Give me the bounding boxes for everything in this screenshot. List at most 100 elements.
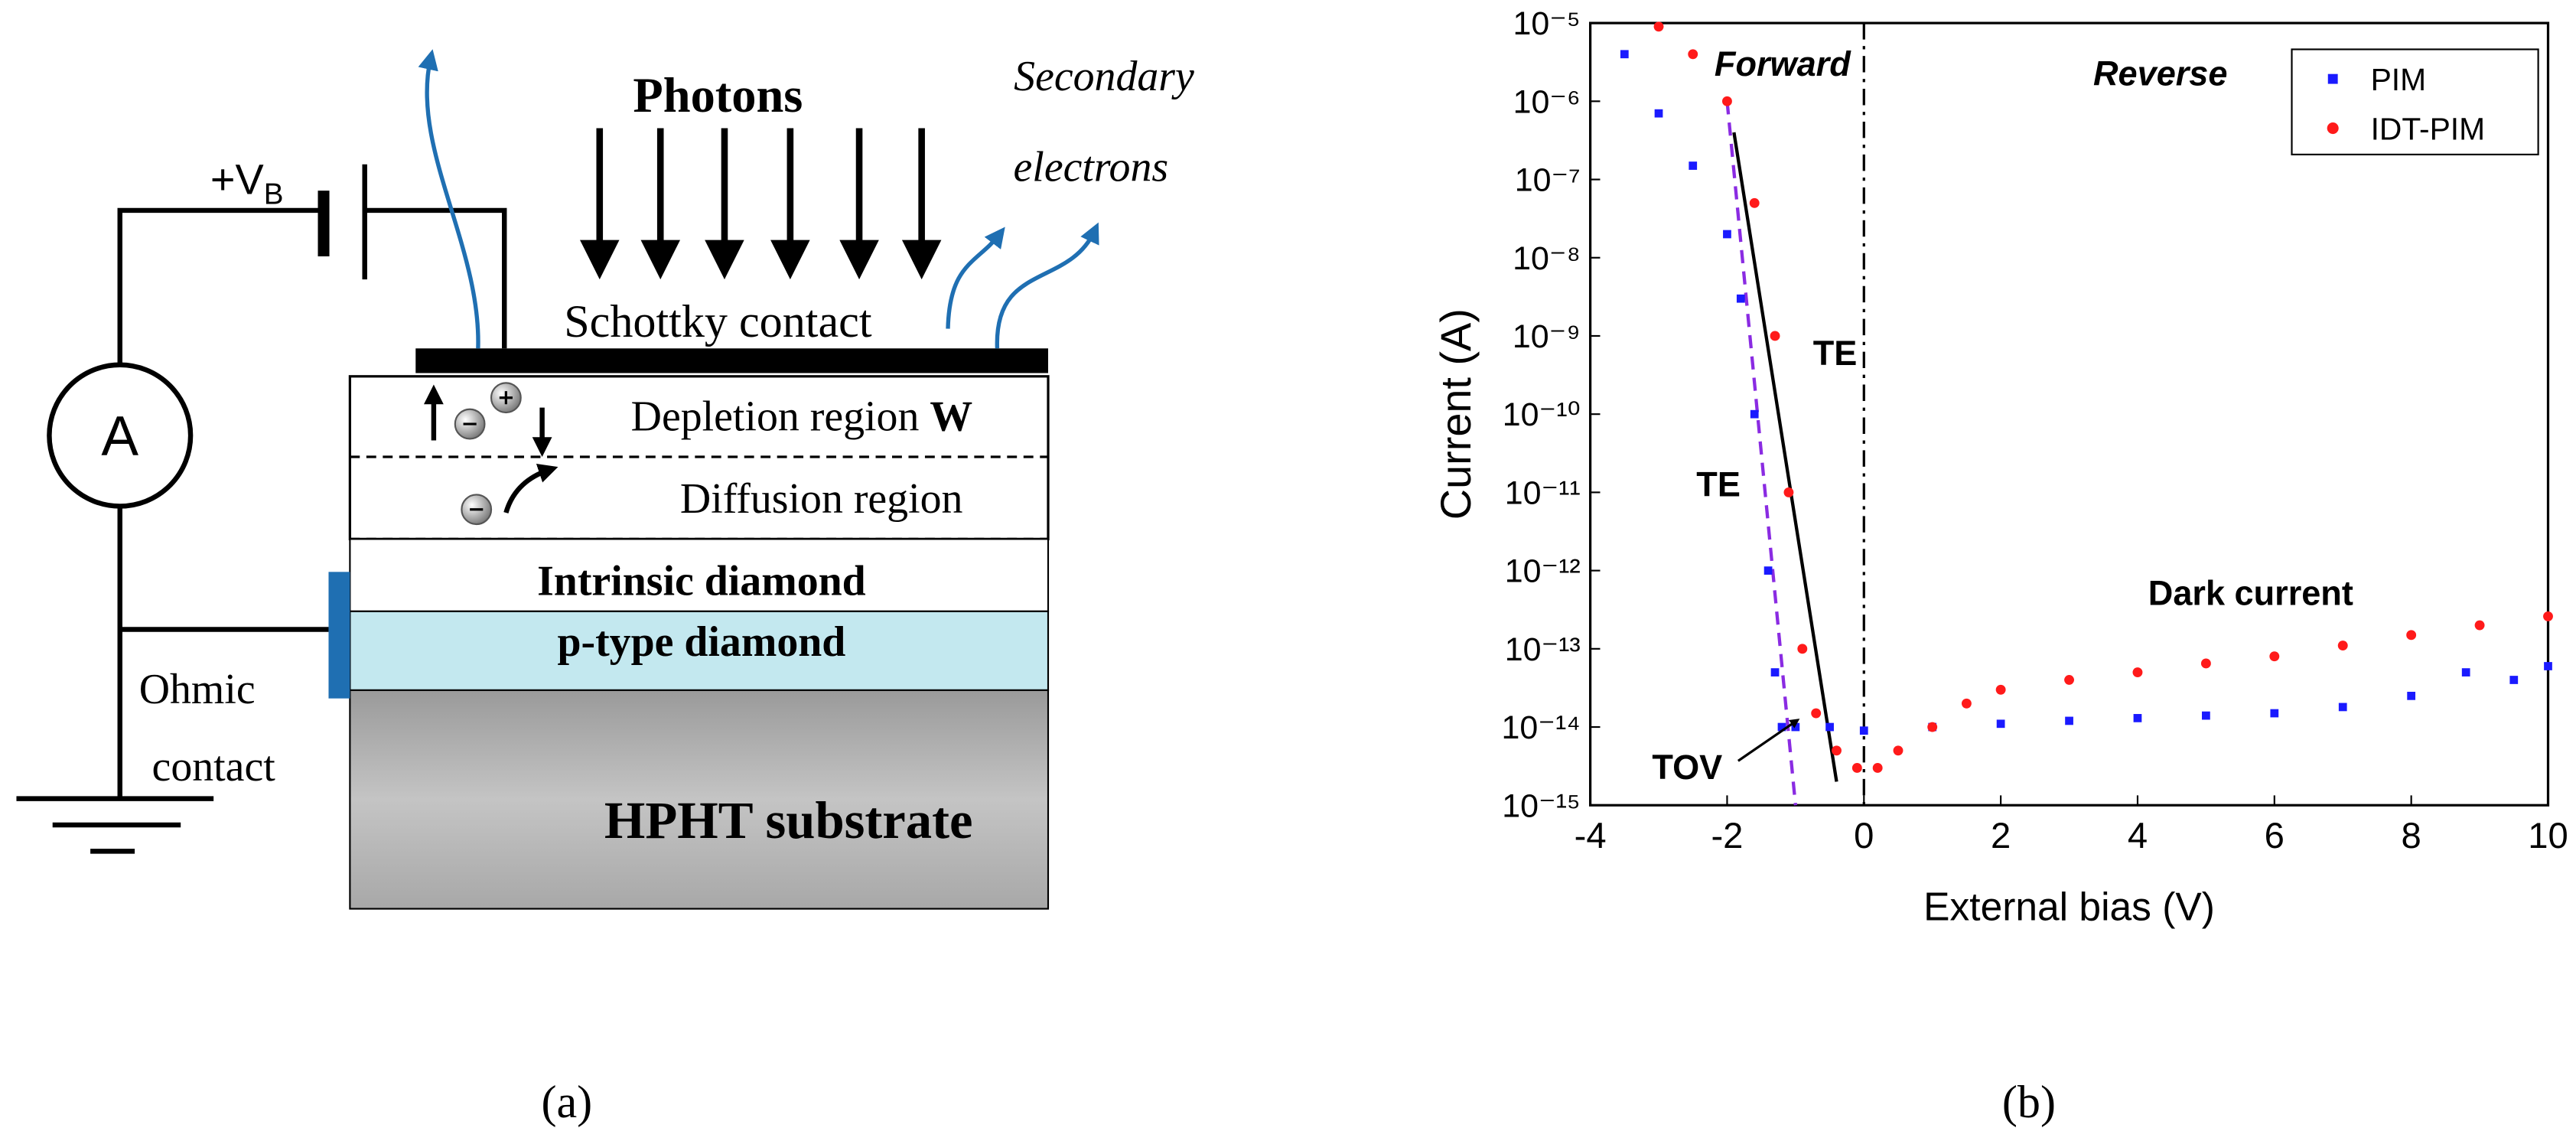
data-point	[2064, 675, 2074, 685]
data-point	[1736, 294, 1745, 303]
data-point	[2202, 711, 2210, 720]
data-point	[1832, 745, 1842, 756]
label: contact	[152, 743, 276, 791]
label: electrons	[1014, 143, 1169, 191]
label: Secondary	[1014, 53, 1194, 100]
y-tick-label: 10⁻⁶	[1513, 83, 1581, 120]
label: Depletion region	[631, 393, 930, 441]
data-point	[1689, 161, 1698, 170]
data-point	[2407, 691, 2416, 700]
x-tick-label: 10	[2528, 816, 2568, 856]
ammeter	[47, 362, 194, 509]
data-point	[1811, 708, 1822, 719]
legend-box	[2291, 48, 2539, 155]
annotation: Dark current	[2148, 573, 2353, 612]
data-point	[1797, 644, 1808, 654]
data-point	[1688, 49, 1698, 60]
data-point	[2200, 658, 2211, 669]
y-tick-label: 10⁻⁵	[1513, 5, 1580, 42]
y-axis-label: Current (A)	[1431, 308, 1480, 520]
carriers	[424, 382, 559, 526]
y-tick-label: 10⁻¹⁴	[1502, 709, 1581, 746]
annotation: Reverse	[2093, 54, 2227, 93]
x-tick-label: 8	[2402, 816, 2421, 856]
annotation-arrow	[1737, 719, 1800, 762]
label: A	[101, 406, 138, 468]
diagram: Photons Secondary electrons +VB A Schott…	[16, 49, 1194, 910]
x-axis-label: External bias (V)	[1923, 885, 2215, 929]
data-point	[1654, 109, 1663, 118]
ohmic-bar	[328, 572, 350, 699]
schottky-bar	[415, 348, 1048, 373]
data-point	[1825, 722, 1834, 732]
data-point	[1859, 726, 1868, 735]
data-point	[1763, 566, 1773, 575]
photon-arrows	[580, 128, 942, 280]
label: Schottky contact	[564, 296, 872, 347]
data-point	[2270, 709, 2279, 718]
data-point	[1653, 21, 1664, 32]
x-tick-label: 0	[1854, 816, 1874, 856]
wires	[117, 207, 507, 797]
label: W	[930, 393, 972, 441]
y-tick-label: 10⁻⁹	[1513, 318, 1581, 355]
data-point	[1783, 487, 1794, 497]
x-tick-label: -2	[1711, 816, 1743, 856]
data-point	[2133, 714, 2142, 722]
data-point	[1927, 722, 1938, 732]
y-tick-label: 10⁻¹¹	[1505, 474, 1581, 511]
data-point	[1872, 763, 1883, 773]
label: Ohmic	[139, 666, 256, 713]
caption: (b)	[2002, 1077, 2056, 1128]
data-point	[2337, 641, 2348, 651]
label: B	[264, 178, 284, 210]
legend-marker	[2327, 73, 2338, 84]
label: Intrinsic diamond	[537, 557, 866, 605]
legend-label: IDT-PIM	[2371, 112, 2486, 147]
substrate-layer	[349, 689, 1050, 910]
annotation: TE	[1813, 334, 1858, 373]
fit-line	[1725, 101, 1798, 806]
data-point	[2269, 651, 2280, 662]
legend-marker	[2327, 122, 2339, 135]
label: p-type diamond	[557, 618, 845, 666]
data-point	[1851, 763, 1862, 773]
ground	[16, 796, 214, 854]
y-tick-label: 10⁻¹²	[1505, 553, 1581, 590]
data-point	[1996, 719, 2005, 729]
label: +V	[210, 155, 264, 203]
y-tick-label: 10⁻¹³	[1505, 631, 1581, 668]
emission-arrow	[418, 49, 480, 349]
annotation: TOV	[1652, 748, 1722, 787]
label: HPHT substrate	[604, 791, 973, 849]
y-tick-label: 10⁻¹⁰	[1503, 396, 1581, 433]
label: Diffusion region	[680, 475, 963, 523]
data-point	[2461, 668, 2470, 676]
y-tick-label: 10⁻⁷	[1515, 162, 1581, 199]
label: Photons	[633, 68, 803, 122]
annotation: TE	[1696, 465, 1741, 504]
data-point	[1893, 745, 1904, 756]
data-point	[1770, 331, 1780, 341]
data-point	[1777, 722, 1786, 732]
data-point	[1749, 197, 1760, 208]
data-point	[1723, 230, 1731, 239]
x-tick-label: 2	[1991, 816, 2011, 856]
label: Depletion region W	[631, 393, 973, 441]
data-point	[2544, 662, 2552, 670]
emission-arrow	[946, 227, 1005, 329]
label: +VB	[210, 155, 284, 210]
intrinsic-layer	[349, 538, 1050, 612]
caption: (a)	[541, 1077, 592, 1128]
chart: 10⁻¹⁵ 10⁻¹⁴ 10⁻¹³ 10⁻¹² 10⁻¹¹ 10⁻¹⁰ 10⁻⁹ 10⁻⁸ 10…	[1431, 5, 2568, 928]
x-tick-label: 4	[2128, 816, 2148, 856]
y-tick-label: 10⁻¹⁵	[1502, 787, 1581, 824]
y-tick-label: 10⁻⁸	[1513, 240, 1581, 277]
data-point	[2474, 620, 2485, 631]
data-point	[2509, 676, 2519, 684]
data-point	[2132, 667, 2143, 678]
data-point	[2543, 611, 2553, 621]
data-point	[1770, 668, 1780, 676]
data-point	[2065, 716, 2073, 725]
